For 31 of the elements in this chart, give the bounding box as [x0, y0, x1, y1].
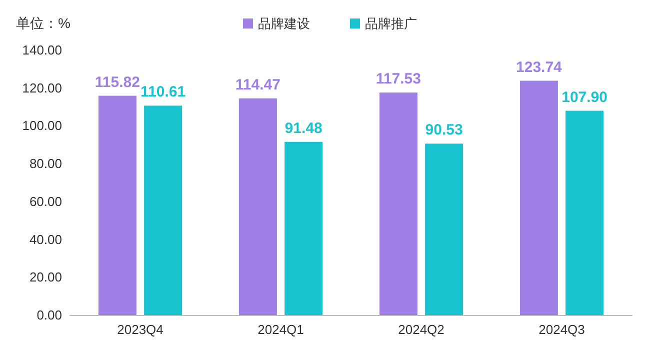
y-tick-label: 120.00: [22, 80, 62, 96]
y-tick-label: 140.00: [22, 42, 62, 58]
y-tick-label: 100.00: [22, 118, 62, 134]
bar: [238, 98, 277, 315]
bar: [566, 110, 604, 315]
y-tick-label: 0.00: [36, 308, 62, 322]
y-tick-label: 20.00: [29, 270, 62, 285]
text: 90.53: [425, 122, 463, 139]
y-tick-label: 80.00: [29, 156, 62, 172]
bar: [144, 106, 182, 315]
text: 114.47: [235, 76, 280, 94]
x-tick-label: 2024Q1: [258, 322, 304, 337]
text: 115.82: [94, 74, 140, 91]
bar: [379, 92, 418, 315]
bar: [425, 144, 464, 315]
y-axis-title: 单位：%: [16, 15, 70, 31]
legend-label: 品牌建设: [258, 16, 310, 31]
x-tick-label: 2024Q2: [398, 322, 444, 337]
y-tick-label: 60.00: [29, 194, 62, 209]
text: 91.48: [284, 120, 322, 137]
bar: [98, 96, 136, 315]
x-tick-label: 2023Q4: [117, 322, 164, 337]
bar: [520, 80, 558, 315]
text: 110.61: [140, 84, 186, 101]
x-tick-label: 2024Q3: [538, 322, 585, 337]
bar: [284, 142, 323, 315]
y-tick-label: 40.00: [29, 232, 62, 247]
legend-label: 品牌推广: [365, 16, 417, 31]
text: 107.90: [562, 88, 608, 106]
text: 117.53: [376, 70, 421, 88]
text: 123.74: [516, 58, 562, 76]
